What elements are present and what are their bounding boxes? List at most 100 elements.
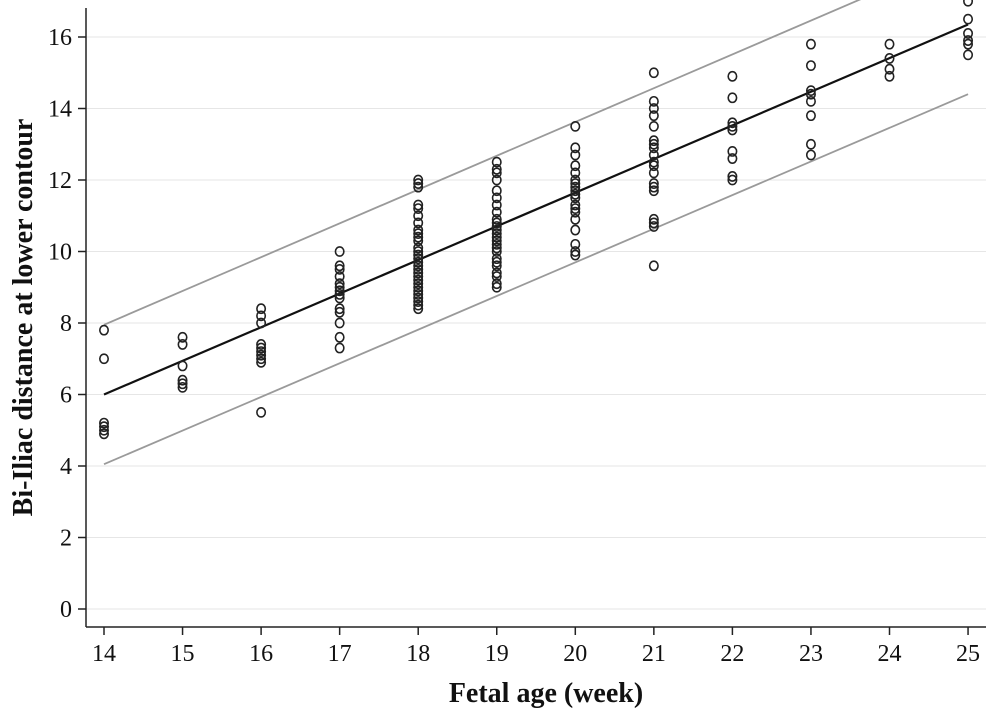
data-point bbox=[570, 181, 581, 193]
x-tick-label: 19 bbox=[485, 641, 509, 667]
data-point bbox=[570, 213, 581, 225]
x-tick-label: 16 bbox=[249, 641, 273, 667]
data-point bbox=[570, 149, 581, 161]
data-point bbox=[413, 299, 424, 311]
data-point bbox=[491, 224, 502, 236]
data-point bbox=[648, 103, 659, 114]
data-point bbox=[884, 63, 895, 75]
data-point bbox=[491, 167, 502, 179]
data-point bbox=[491, 231, 502, 243]
data-point bbox=[570, 142, 581, 154]
data-point bbox=[963, 0, 974, 7]
data-point bbox=[256, 349, 267, 361]
data-point bbox=[648, 120, 659, 132]
data-point bbox=[648, 135, 659, 147]
x-tick-label: 24 bbox=[878, 641, 902, 667]
data-point bbox=[963, 35, 974, 46]
data-point bbox=[413, 285, 424, 297]
y-tick-label: 8 bbox=[60, 311, 72, 337]
data-point bbox=[884, 53, 895, 64]
data-point bbox=[256, 356, 267, 368]
data-point bbox=[727, 145, 738, 157]
y-tick-label: 4 bbox=[60, 454, 72, 480]
data-point bbox=[177, 331, 188, 343]
data-point bbox=[805, 149, 816, 161]
data-point bbox=[334, 271, 345, 282]
data-point bbox=[491, 271, 502, 282]
data-point bbox=[805, 138, 816, 150]
data-point bbox=[491, 185, 502, 197]
data-point bbox=[413, 303, 424, 315]
data-point bbox=[334, 246, 345, 257]
x-tick-label: 25 bbox=[956, 641, 980, 667]
data-point bbox=[413, 242, 424, 254]
data-point bbox=[570, 238, 581, 250]
data-point bbox=[413, 181, 424, 193]
data-point bbox=[648, 213, 659, 225]
data-point bbox=[413, 228, 424, 240]
data-point bbox=[177, 381, 188, 393]
data-point bbox=[491, 253, 502, 265]
data-point bbox=[648, 67, 659, 79]
data-point bbox=[570, 246, 581, 257]
data-point bbox=[570, 167, 581, 179]
data-point bbox=[491, 278, 502, 290]
data-point bbox=[413, 249, 424, 261]
data-point bbox=[334, 281, 345, 293]
y-tick-label: 14 bbox=[48, 97, 72, 123]
data-point bbox=[491, 235, 502, 247]
x-tick-label: 17 bbox=[328, 641, 352, 667]
x-axis-title: Fetal age (week) bbox=[449, 678, 643, 709]
data-point bbox=[963, 38, 974, 50]
data-point bbox=[570, 174, 581, 186]
data-point bbox=[648, 160, 659, 172]
x-tick-label: 20 bbox=[563, 641, 587, 667]
y-tick-label: 0 bbox=[60, 597, 72, 623]
data-point bbox=[884, 70, 895, 82]
data-point bbox=[256, 303, 267, 315]
data-point bbox=[413, 253, 424, 265]
data-point bbox=[256, 346, 267, 357]
data-point bbox=[727, 117, 738, 129]
data-point bbox=[491, 192, 502, 204]
data-point bbox=[334, 278, 345, 290]
data-point bbox=[570, 224, 581, 236]
data-point bbox=[570, 185, 581, 197]
data-point bbox=[177, 374, 188, 386]
data-point bbox=[570, 160, 581, 172]
data-point bbox=[413, 281, 424, 293]
data-point bbox=[413, 288, 424, 300]
data-point bbox=[648, 221, 659, 232]
data-point bbox=[413, 256, 424, 268]
y-axis-title: Bi-Iliac distance at lower contour bbox=[8, 119, 39, 517]
data-point bbox=[491, 213, 502, 225]
ticks: 024681012141618141516171819202122232425 bbox=[48, 25, 980, 667]
data-point bbox=[727, 171, 738, 182]
data-point bbox=[491, 281, 502, 293]
data-point bbox=[413, 267, 424, 279]
y-tick-label: 10 bbox=[48, 240, 72, 266]
data-point bbox=[727, 174, 738, 186]
data-point bbox=[727, 92, 738, 104]
data-point bbox=[413, 292, 424, 304]
data-point bbox=[648, 185, 659, 197]
data-point bbox=[256, 353, 267, 365]
data-point bbox=[99, 417, 110, 429]
data-point bbox=[727, 120, 738, 132]
data-point bbox=[491, 174, 502, 186]
data-points bbox=[99, 0, 974, 440]
data-point bbox=[491, 199, 502, 211]
data-point bbox=[570, 206, 581, 218]
data-point bbox=[727, 124, 738, 136]
data-point bbox=[99, 353, 110, 365]
data-point bbox=[334, 306, 345, 318]
data-point bbox=[805, 85, 816, 97]
lower-band-line bbox=[103, 93, 969, 466]
data-point bbox=[334, 342, 345, 354]
data-point bbox=[413, 278, 424, 290]
data-point bbox=[648, 260, 659, 272]
data-point bbox=[334, 285, 345, 297]
data-point bbox=[177, 339, 188, 350]
y-tick-label: 2 bbox=[60, 526, 72, 552]
data-point bbox=[177, 378, 188, 390]
